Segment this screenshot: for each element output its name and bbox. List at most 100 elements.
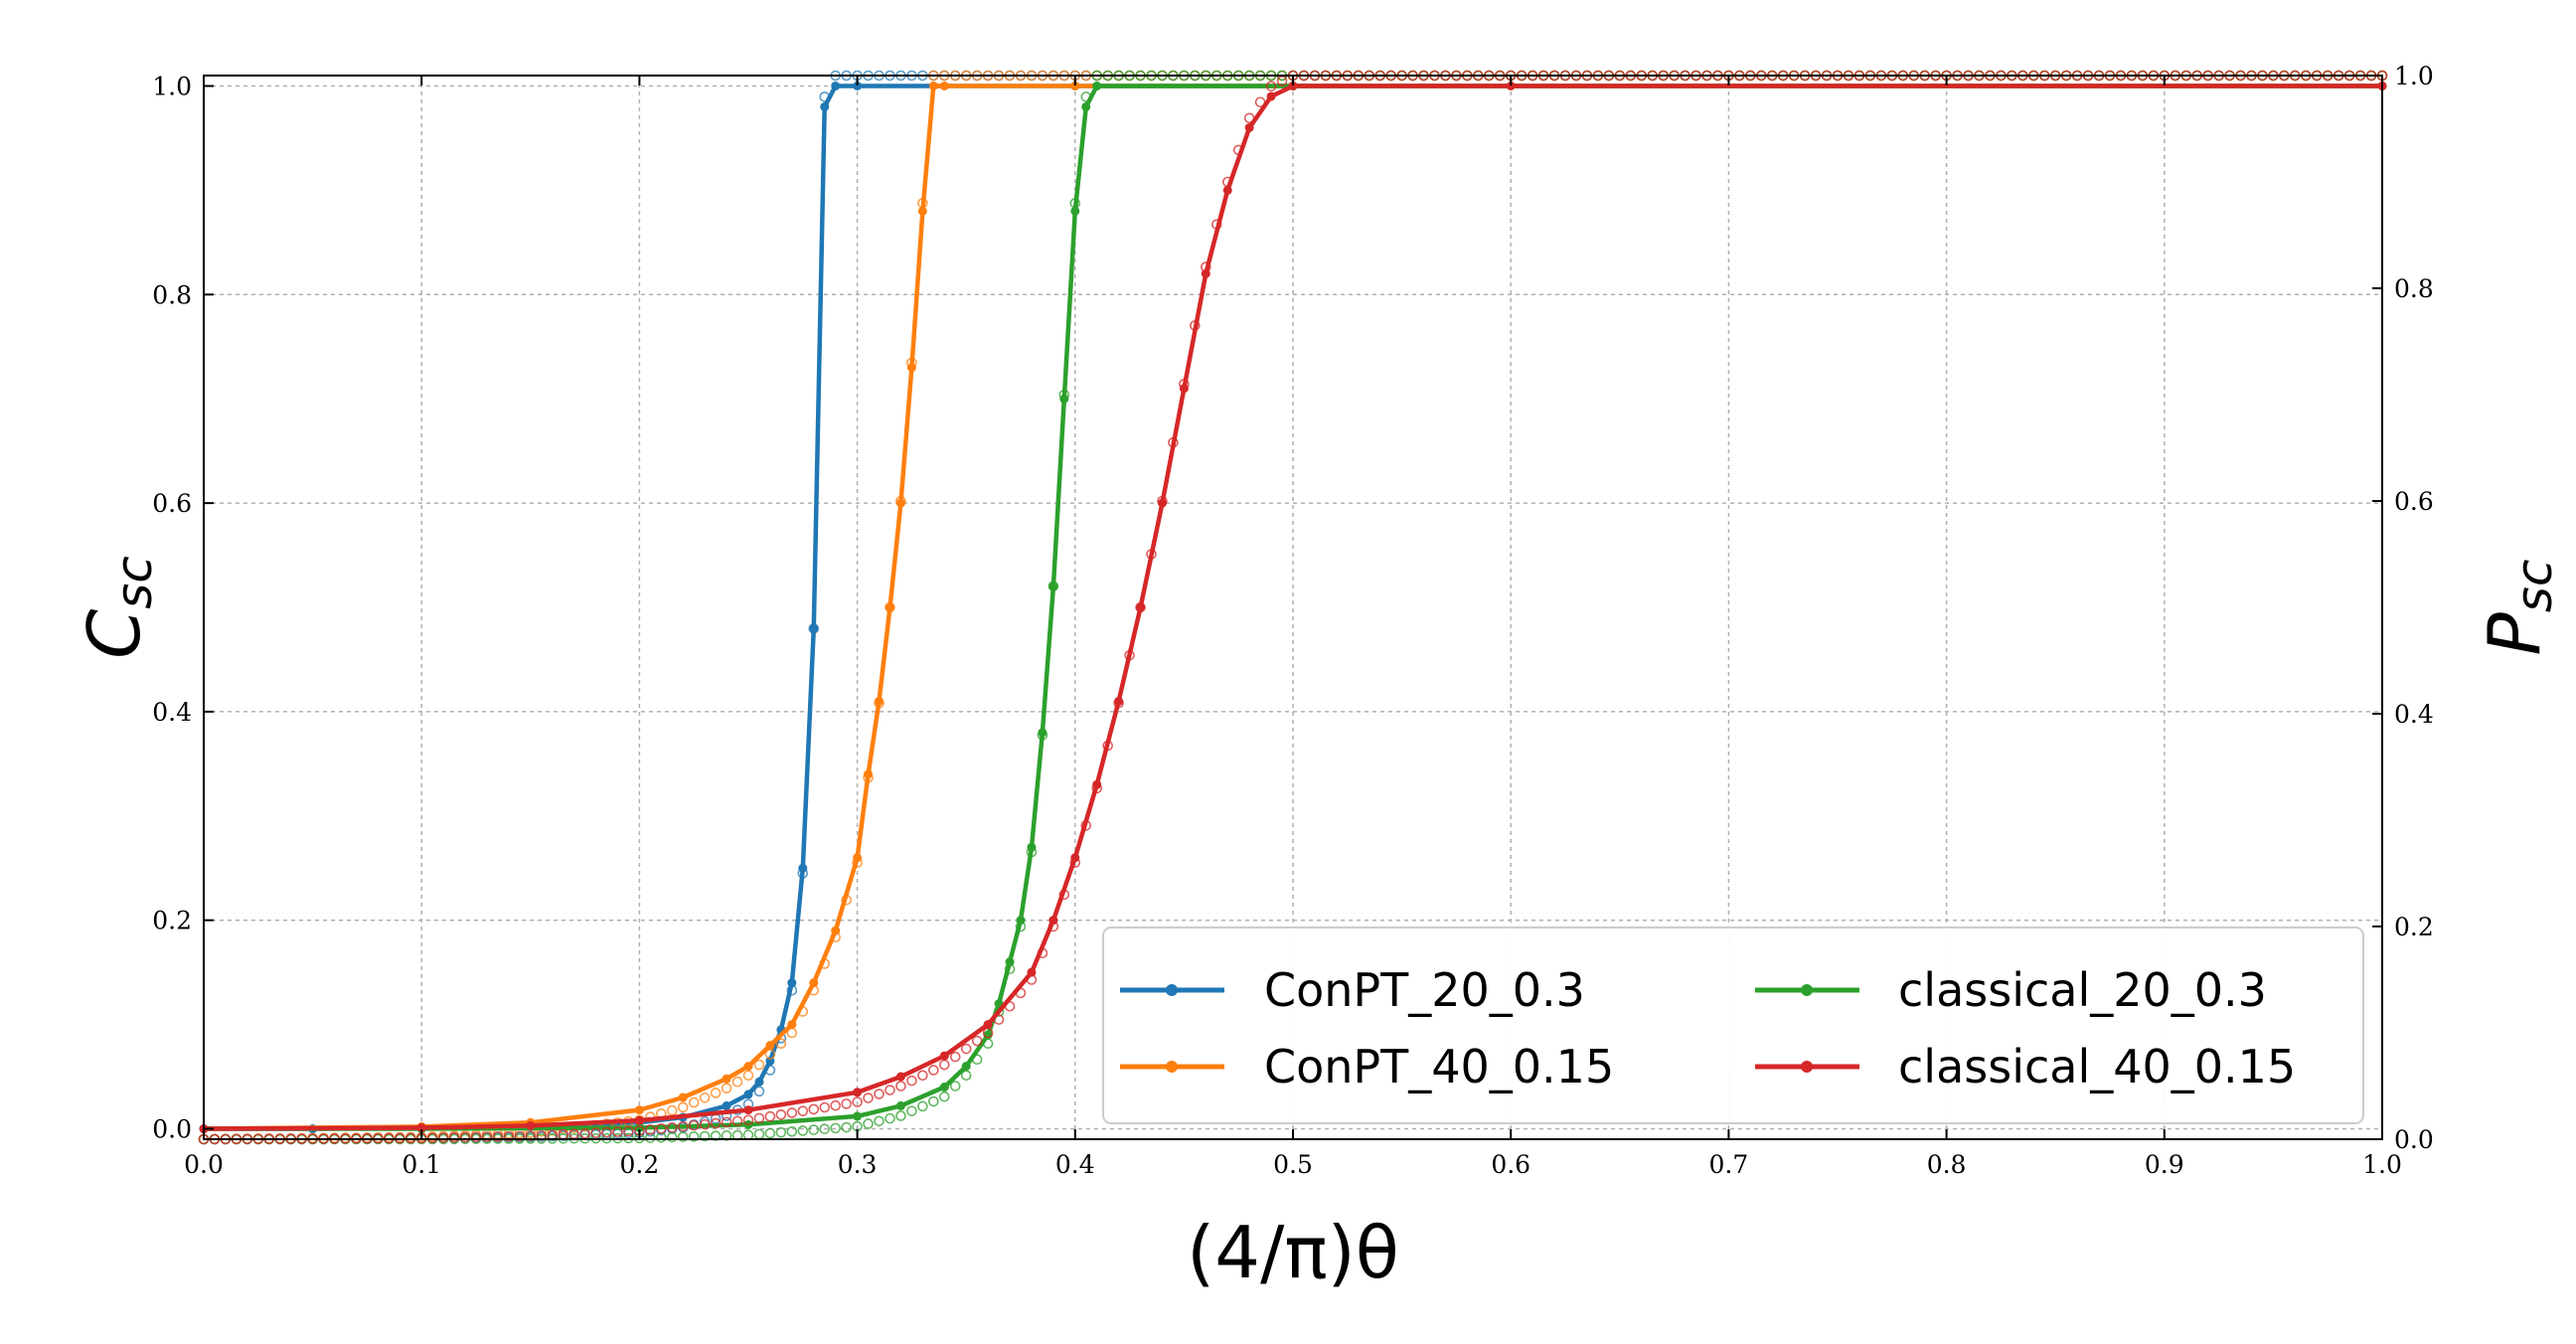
series-3-hollow-point — [470, 1131, 482, 1143]
series-1-point — [831, 925, 841, 935]
legend-marker-conpt-40 — [1166, 1061, 1178, 1073]
series-3-hollow-point — [688, 1119, 700, 1131]
y-left-tick-label: 0.2 — [152, 907, 192, 935]
series-1-point — [722, 1074, 731, 1084]
legend-marker-classical-40 — [1801, 1061, 1813, 1073]
x-tick-label: 0.5 — [1273, 1150, 1313, 1179]
series-3-point — [743, 1105, 753, 1115]
series-1-point — [634, 1105, 644, 1115]
series-2-hollow-point — [949, 1081, 961, 1092]
series-2-hollow-point — [677, 1131, 689, 1142]
series-2-hollow-point — [928, 1095, 939, 1107]
series-3-hollow-point — [742, 1114, 754, 1126]
series-3-hollow-point — [960, 1043, 972, 1055]
series-1-hollow-point — [753, 1059, 765, 1071]
series-2-point — [1048, 582, 1058, 591]
series-3-hollow-point — [721, 1116, 732, 1128]
series-3-point — [1222, 185, 1232, 195]
series-2-hollow-point — [742, 1129, 754, 1141]
series-3-hollow-point — [623, 1125, 634, 1137]
series-3-hollow-point — [579, 1127, 590, 1139]
series-3-hollow-point — [677, 1120, 689, 1132]
series-3-point — [1201, 268, 1210, 278]
series-2-hollow-point — [863, 1118, 874, 1129]
series-2-point — [895, 1100, 905, 1110]
series-2-hollow-point — [819, 1123, 831, 1135]
series-2-point — [1059, 394, 1069, 404]
series-3-point — [1048, 916, 1058, 925]
series-1-hollow-point — [742, 1070, 754, 1082]
series-1-point — [787, 1020, 797, 1030]
series-3-point — [1244, 122, 1254, 132]
legend-entry-conpt-40: ConPT_40_0.15 — [1120, 1040, 1614, 1093]
series-1-hollow-point — [775, 1038, 787, 1049]
series-2-hollow-point — [688, 1131, 700, 1142]
series-3-hollow-point — [863, 1092, 874, 1103]
series-1-point — [895, 498, 905, 508]
x-tick-label: 0.1 — [402, 1150, 441, 1179]
series-2-point — [1070, 206, 1080, 216]
series-2-point — [1016, 916, 1026, 925]
series-2-hollow-point — [623, 1132, 634, 1144]
series-3-hollow-point — [503, 1130, 515, 1142]
series-3-hollow-point — [949, 1051, 961, 1063]
series-3-point — [1157, 498, 1167, 508]
series-2-hollow-point — [753, 1128, 765, 1140]
series-2-point — [853, 1111, 863, 1121]
series-3-hollow-point — [645, 1124, 656, 1135]
series-2-hollow-point — [895, 1110, 906, 1121]
series-2-hollow-point — [917, 1100, 928, 1112]
series-3-hollow-point — [874, 1089, 885, 1099]
series-1-point — [809, 978, 819, 988]
series-3-point — [1136, 602, 1146, 612]
series-2-hollow-point — [764, 1127, 776, 1139]
x-tick-label: 0.9 — [2145, 1150, 2184, 1179]
y-right-tick-label: 0.2 — [2394, 913, 2434, 941]
series-0-point — [853, 81, 863, 90]
series-1-hollow-point — [666, 1104, 678, 1116]
y-left-tick-label: 0.4 — [152, 698, 192, 727]
series-3-hollow-point — [830, 1099, 841, 1111]
series-0-point — [754, 1077, 764, 1087]
series-3-point — [1288, 81, 1298, 90]
series-2-point — [1027, 842, 1037, 852]
x-axis-label: (4/π)θ — [1187, 1211, 1399, 1294]
series-3-point — [416, 1122, 426, 1132]
series-2-hollow-point — [906, 1105, 917, 1116]
series-3-hollow-point — [459, 1131, 471, 1143]
series-3-hollow-point — [666, 1121, 678, 1133]
series-3-hollow-point — [612, 1126, 623, 1137]
ticks-layer: 0.0 0.1 0.2 0.3 0.4 0.5 0.6 0.7 0.8 0.9 1.00.00.20… — [152, 62, 2434, 1179]
series-3-hollow-point — [841, 1098, 852, 1109]
series-1-point — [928, 81, 938, 90]
series-3-hollow-point — [895, 1081, 906, 1092]
series-3-hollow-point — [852, 1096, 863, 1107]
y-axis-label-right: Psc — [2473, 560, 2563, 656]
series-3-hollow-point — [885, 1085, 895, 1095]
series-0-hollow-point — [753, 1086, 765, 1097]
series-3-hollow-point — [971, 1035, 983, 1047]
series-1-point — [875, 696, 885, 706]
series-3-hollow-point — [786, 1107, 798, 1118]
x-tick-label: 0.7 — [1709, 1150, 1749, 1179]
series-1-point — [743, 1062, 753, 1072]
series-1-hollow-point — [699, 1092, 711, 1103]
series-1-point — [678, 1092, 688, 1102]
series-3-point — [526, 1120, 536, 1130]
series-3-hollow-point — [481, 1131, 493, 1142]
legend-label-classical-40: classical_40_0.15 — [1898, 1040, 2296, 1093]
series-0-point — [831, 81, 841, 90]
series-3-hollow-point — [775, 1108, 787, 1120]
series-3-hollow-point — [514, 1130, 526, 1142]
series-2-hollow-point — [775, 1126, 787, 1138]
series-3-hollow-point — [1265, 81, 1277, 91]
series-3-hollow-point — [710, 1117, 722, 1129]
series-3-hollow-point — [938, 1059, 950, 1071]
series-3-hollow-point — [426, 1132, 438, 1144]
series-1-hollow-point — [688, 1096, 700, 1108]
y-left-tick-label: 0.6 — [152, 489, 192, 518]
series-0-point — [798, 863, 808, 873]
legend: ConPT_20_0.3 ConPT_40_0.15 classical_20_… — [1102, 926, 2364, 1124]
series-3-point — [895, 1072, 905, 1082]
